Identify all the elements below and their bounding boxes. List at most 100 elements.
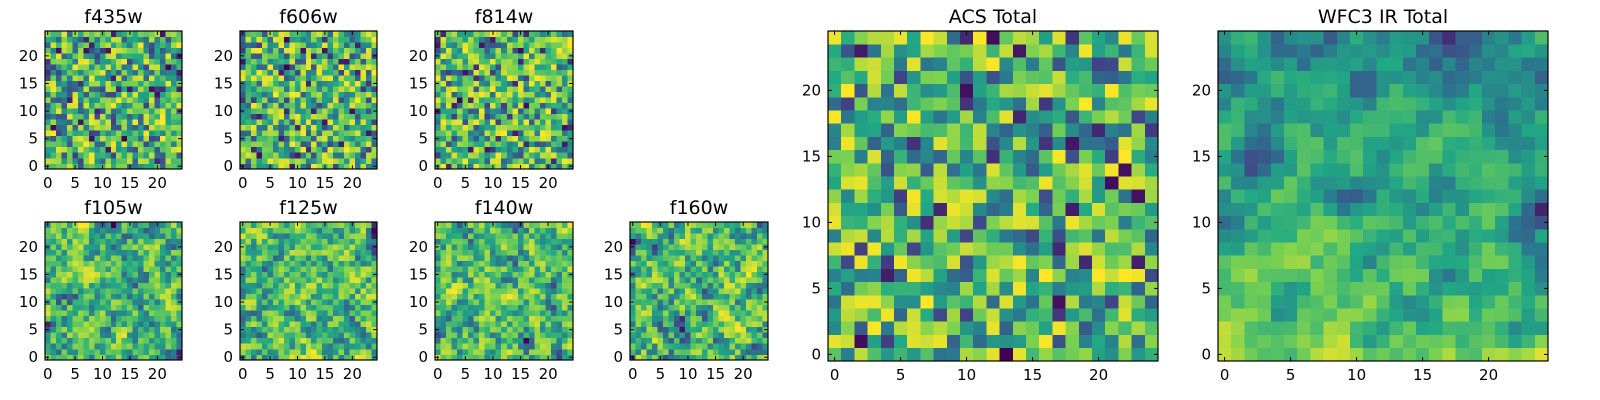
heatmap-cell bbox=[657, 260, 664, 267]
heatmap-cell bbox=[468, 124, 474, 131]
heatmap-cell bbox=[121, 42, 128, 48]
heatmap-cell bbox=[283, 260, 290, 267]
heatmap-cell bbox=[289, 124, 296, 131]
heatmap-cell bbox=[1131, 308, 1146, 322]
x-tick-label: 5 bbox=[265, 174, 275, 192]
heatmap-cell bbox=[1052, 347, 1066, 362]
x-tick-label: 5 bbox=[461, 365, 471, 383]
heatmap-cell bbox=[267, 146, 274, 153]
heatmap-cell bbox=[712, 343, 719, 350]
heatmap-cell bbox=[451, 304, 458, 311]
heatmap-cell bbox=[473, 227, 480, 234]
heatmap-cell bbox=[371, 266, 378, 272]
heatmap-cell bbox=[55, 146, 62, 153]
heatmap-cell bbox=[143, 130, 150, 137]
heatmap-cell bbox=[77, 135, 84, 142]
heatmap-cell bbox=[66, 47, 73, 54]
heatmap-cell bbox=[110, 64, 117, 70]
heatmap-cell bbox=[316, 354, 323, 361]
heatmap-cell bbox=[327, 354, 334, 361]
heatmap-cell bbox=[322, 36, 328, 43]
heatmap-cell bbox=[165, 299, 172, 306]
heatmap-cell bbox=[894, 215, 908, 230]
heatmap-cell bbox=[371, 310, 378, 317]
heatmap-cell bbox=[132, 299, 139, 306]
heatmap-cell bbox=[300, 152, 307, 159]
heatmap-cell bbox=[1118, 189, 1132, 203]
heatmap-cell bbox=[256, 69, 263, 76]
heatmap-cell bbox=[94, 260, 101, 267]
heatmap-cell bbox=[171, 343, 177, 350]
heatmap-cell bbox=[501, 97, 508, 104]
heatmap-cell bbox=[245, 80, 252, 87]
heatmap-cell bbox=[506, 321, 513, 328]
heatmap-cell bbox=[366, 141, 372, 148]
heatmap-cell bbox=[690, 315, 697, 322]
heatmap-cell bbox=[534, 152, 541, 159]
heatmap-cell bbox=[495, 266, 502, 272]
heatmap-cell bbox=[267, 282, 274, 289]
heatmap-cell bbox=[138, 260, 144, 267]
heatmap-cell bbox=[289, 244, 296, 250]
heatmap-cell bbox=[745, 304, 752, 311]
heatmap-cell bbox=[539, 91, 546, 98]
heatmap-cell bbox=[154, 36, 161, 43]
heatmap-cell bbox=[745, 260, 752, 267]
heatmap-cell bbox=[50, 36, 57, 43]
heatmap-cell bbox=[561, 69, 568, 76]
heatmap-cell bbox=[756, 260, 763, 267]
heatmap-cell bbox=[272, 157, 279, 164]
heatmap-cell bbox=[360, 124, 367, 131]
heatmap-cell bbox=[451, 271, 458, 278]
heatmap-cell bbox=[545, 282, 552, 289]
heatmap-cell bbox=[61, 42, 68, 48]
heatmap-cell bbox=[94, 227, 101, 234]
heatmap-cell bbox=[160, 86, 166, 93]
heatmap-cell bbox=[240, 266, 246, 272]
heatmap-cell bbox=[550, 227, 557, 234]
heatmap-cell bbox=[245, 310, 252, 317]
heatmap-cell bbox=[294, 227, 301, 234]
heatmap-cell bbox=[160, 244, 166, 250]
heatmap-cell bbox=[545, 332, 552, 339]
heatmap-cell bbox=[545, 249, 552, 256]
heatmap-cell bbox=[322, 249, 328, 256]
heatmap-cell bbox=[143, 326, 150, 333]
heatmap-cell bbox=[545, 75, 552, 81]
heatmap-cell bbox=[506, 86, 513, 93]
heatmap-cell bbox=[495, 315, 502, 322]
heatmap-cell bbox=[641, 249, 647, 256]
heatmap-cell bbox=[245, 343, 252, 350]
heatmap-cell bbox=[121, 124, 128, 131]
heatmap-cell bbox=[344, 337, 350, 344]
heatmap-cell bbox=[451, 266, 458, 272]
heatmap-cell bbox=[495, 354, 502, 361]
heatmap-cell bbox=[435, 86, 441, 93]
heatmap-cell bbox=[484, 354, 491, 361]
heatmap-cell bbox=[473, 163, 480, 170]
heatmap-cell bbox=[316, 113, 323, 120]
heatmap-cell bbox=[240, 86, 246, 93]
heatmap-cell bbox=[523, 124, 530, 131]
heatmap-cell bbox=[729, 271, 736, 278]
heatmap-cell bbox=[66, 244, 73, 250]
heatmap-cell bbox=[338, 227, 345, 234]
heatmap-cell bbox=[451, 152, 458, 159]
heatmap-cell bbox=[165, 266, 172, 272]
heatmap-cell bbox=[50, 255, 57, 261]
heatmap-cell bbox=[435, 141, 441, 148]
heatmap-cell bbox=[94, 277, 101, 284]
chart-title: f105w bbox=[84, 197, 143, 219]
heatmap-cell bbox=[479, 91, 485, 98]
heatmap-cell bbox=[539, 315, 546, 322]
heatmap-cell bbox=[490, 119, 497, 126]
heatmap-cell bbox=[740, 288, 747, 295]
heatmap-cell bbox=[300, 58, 307, 65]
heatmap-cell bbox=[327, 69, 334, 76]
heatmap-cell bbox=[1039, 242, 1053, 256]
heatmap-cell bbox=[127, 332, 133, 339]
heatmap-cell bbox=[149, 337, 155, 344]
heatmap-cell bbox=[484, 227, 491, 234]
heatmap-cell bbox=[501, 277, 508, 284]
heatmap-cell bbox=[880, 176, 895, 190]
